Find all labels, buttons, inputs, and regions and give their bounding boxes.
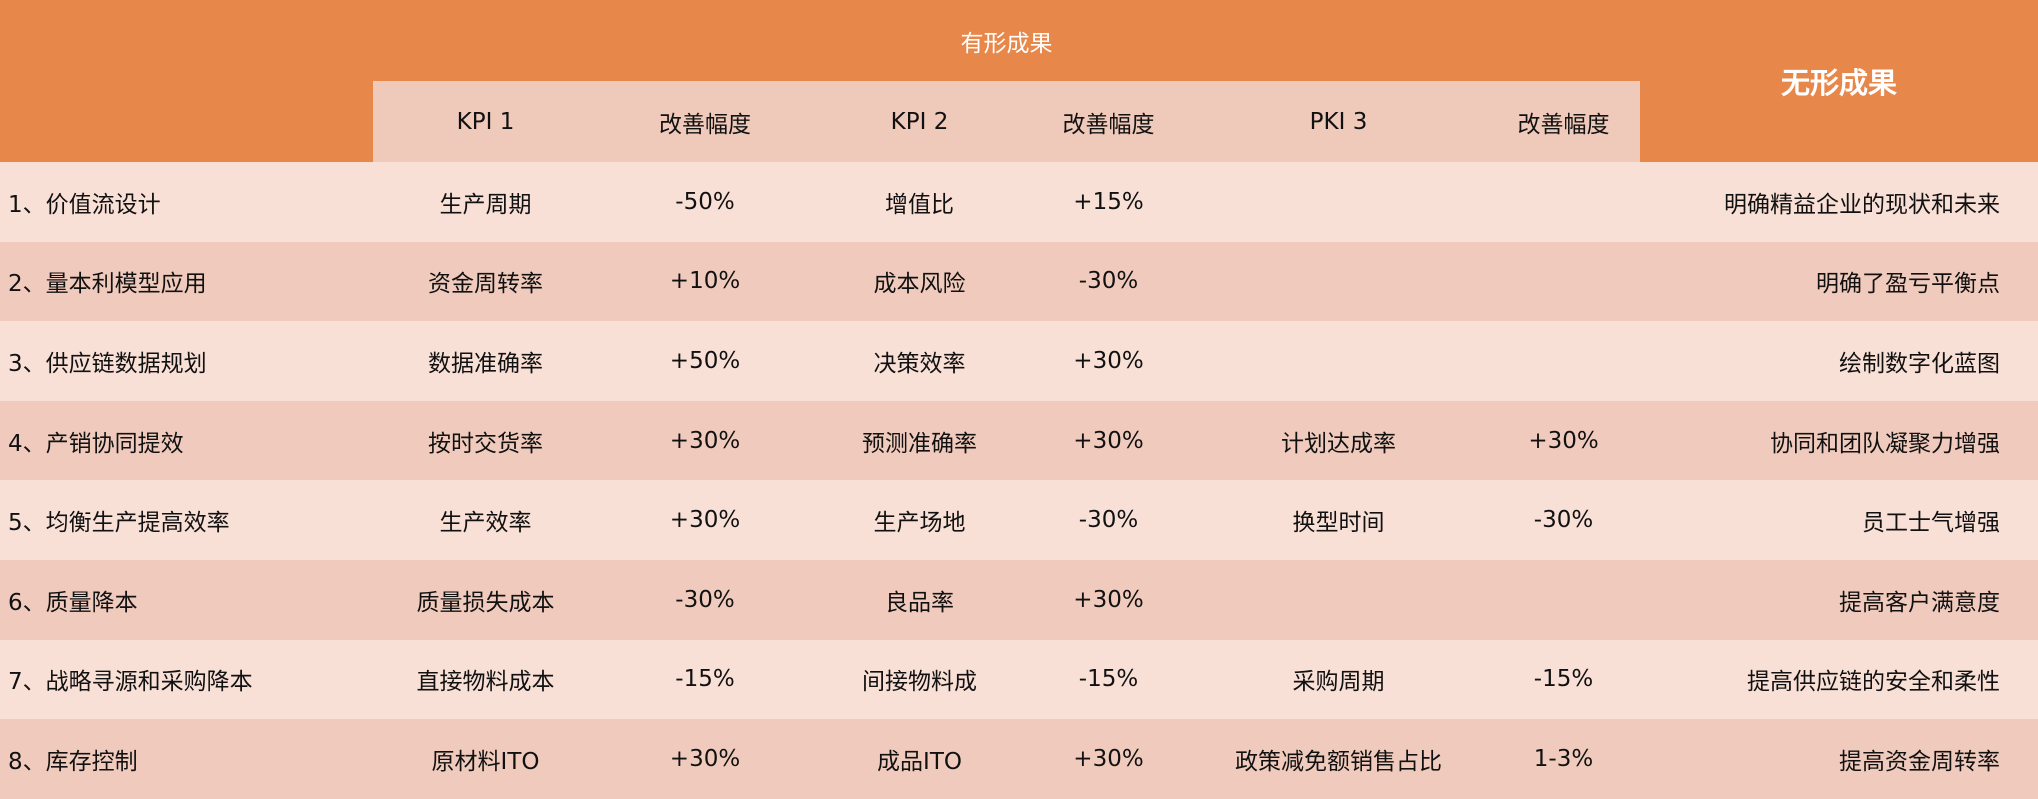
kpi2-cell: 良品率 xyxy=(812,559,1027,640)
kpi1-cell: 资金周转率 xyxy=(373,241,598,322)
improvement3-cell: +30% xyxy=(1487,400,1641,481)
col-header-kpi1: KPI 1 xyxy=(373,81,598,162)
improvement2-cell: +15% xyxy=(1027,162,1190,242)
col-header-kpi3: PKI 3 xyxy=(1190,81,1487,162)
kpi2-cell: 生产场地 xyxy=(812,480,1027,560)
kpi3-cell xyxy=(1190,162,1487,242)
kpi3-cell: 换型时间 xyxy=(1190,480,1487,560)
table-row: 1、价值流设计 生产周期 -50% 增值比 +15% 明确精益企业的现状和未来 xyxy=(0,162,2038,242)
intangible-results-header: 无形成果 xyxy=(1640,0,2038,162)
tangible-results-header: 有形成果 xyxy=(960,30,1053,57)
improvement2-cell: +30% xyxy=(1027,400,1190,481)
table-row: 7、战略寻源和采购降本 直接物料成本 -15% 间接物料成 -15% 采购周期 -15% 提高… xyxy=(0,639,2038,720)
kpi2-cell: 成本风险 xyxy=(812,241,1027,322)
improvement3-cell xyxy=(1487,559,1641,640)
kpi1-cell: 按时交货率 xyxy=(373,400,598,481)
improvement1-cell: +10% xyxy=(598,241,812,322)
kpi2-cell: 成品ITO xyxy=(812,719,1027,799)
kpi1-cell: 生产效率 xyxy=(373,480,598,560)
row-name: 6、质量降本 xyxy=(0,559,373,640)
col-header-kpi2: KPI 2 xyxy=(812,81,1027,162)
table-row: 8、库存控制 原材料ITO +30% 成品ITO +30% 政策减免额销售占比 1-3% 提高… xyxy=(0,719,2038,799)
row-name: 8、库存控制 xyxy=(0,719,373,799)
improvement1-cell: +30% xyxy=(598,719,812,799)
kpi2-cell: 间接物料成 xyxy=(812,639,1027,720)
kpi3-cell: 计划达成率 xyxy=(1190,400,1487,481)
row-name: 2、量本利模型应用 xyxy=(0,241,373,322)
intangible-cell: 提高供应链的安全和柔性 xyxy=(1640,639,2038,720)
kpi3-cell: 政策减免额销售占比 xyxy=(1190,719,1487,799)
intangible-cell: 协同和团队凝聚力增强 xyxy=(1640,400,2038,481)
kpi1-cell: 质量损失成本 xyxy=(373,559,598,640)
kpi2-cell: 预测准确率 xyxy=(812,400,1027,481)
kpi3-cell: 采购周期 xyxy=(1190,639,1487,720)
corner-cell xyxy=(0,0,373,162)
row-name: 5、均衡生产提高效率 xyxy=(0,480,373,560)
improvement1-cell: +30% xyxy=(598,400,812,481)
improvement2-cell: +30% xyxy=(1027,321,1190,401)
improvement2-cell: -30% xyxy=(1027,480,1190,560)
improvement3-cell xyxy=(1487,321,1641,401)
kpi1-cell: 生产周期 xyxy=(373,162,598,242)
intangible-cell: 提高资金周转率 xyxy=(1640,719,2038,799)
intangible-cell: 明确了盈亏平衡点 xyxy=(1640,241,2038,322)
improvement2-cell: -30% xyxy=(1027,241,1190,322)
kpi3-cell xyxy=(1190,321,1487,401)
table-row: 2、量本利模型应用 资金周转率 +10% 成本风险 -30% 明确了盈亏平衡点 xyxy=(0,241,2038,322)
improvement1-cell: +30% xyxy=(598,480,812,560)
kpi3-cell xyxy=(1190,241,1487,322)
improvement1-cell: -15% xyxy=(598,639,812,720)
improvement1-cell: +50% xyxy=(598,321,812,401)
row-name: 1、价值流设计 xyxy=(0,162,373,242)
intangible-cell: 绘制数字化蓝图 xyxy=(1640,321,2038,401)
intangible-cell: 提高客户满意度 xyxy=(1640,559,2038,640)
row-name: 7、战略寻源和采购降本 xyxy=(0,639,373,720)
kpi2-cell: 决策效率 xyxy=(812,321,1027,401)
table-row: 4、产销协同提效 按时交货率 +30% 预测准确率 +30% 计划达成率 +30% 协同和团队… xyxy=(0,400,2038,481)
col-header-improvement3: 改善幅度 xyxy=(1487,81,1641,162)
table-row: 3、供应链数据规划 数据准确率 +50% 决策效率 +30% 绘制数字化蓝图 xyxy=(0,321,2038,401)
row-name: 4、产销协同提效 xyxy=(0,400,373,481)
kpi3-cell xyxy=(1190,559,1487,640)
kpi2-cell: 增值比 xyxy=(812,162,1027,242)
kpi1-cell: 原材料ITO xyxy=(373,719,598,799)
improvement2-cell: -15% xyxy=(1027,639,1190,720)
table-row: 6、质量降本 质量损失成本 -30% 良品率 +30% 提高客户满意度 xyxy=(0,559,2038,640)
kpi1-cell: 直接物料成本 xyxy=(373,639,598,720)
intangible-cell: 明确精益企业的现状和未来 xyxy=(1640,162,2038,242)
improvement3-cell: 1-3% xyxy=(1487,719,1641,799)
intangible-cell: 员工士气增强 xyxy=(1640,480,2038,560)
kpi1-cell: 数据准确率 xyxy=(373,321,598,401)
col-header-improvement1: 改善幅度 xyxy=(598,81,812,162)
improvement3-cell: -30% xyxy=(1487,480,1641,560)
col-header-improvement2: 改善幅度 xyxy=(1027,81,1190,162)
row-name: 3、供应链数据规划 xyxy=(0,321,373,401)
improvement2-cell: +30% xyxy=(1027,559,1190,640)
table-row: 5、均衡生产提高效率 生产效率 +30% 生产场地 -30% 换型时间 -30% 员工士气增强 xyxy=(0,480,2038,560)
improvement3-cell xyxy=(1487,162,1641,242)
improvement3-cell: -15% xyxy=(1487,639,1641,720)
improvement1-cell: -50% xyxy=(598,162,812,242)
improvement3-cell xyxy=(1487,241,1641,322)
improvement1-cell: -30% xyxy=(598,559,812,640)
improvement2-cell: +30% xyxy=(1027,719,1190,799)
